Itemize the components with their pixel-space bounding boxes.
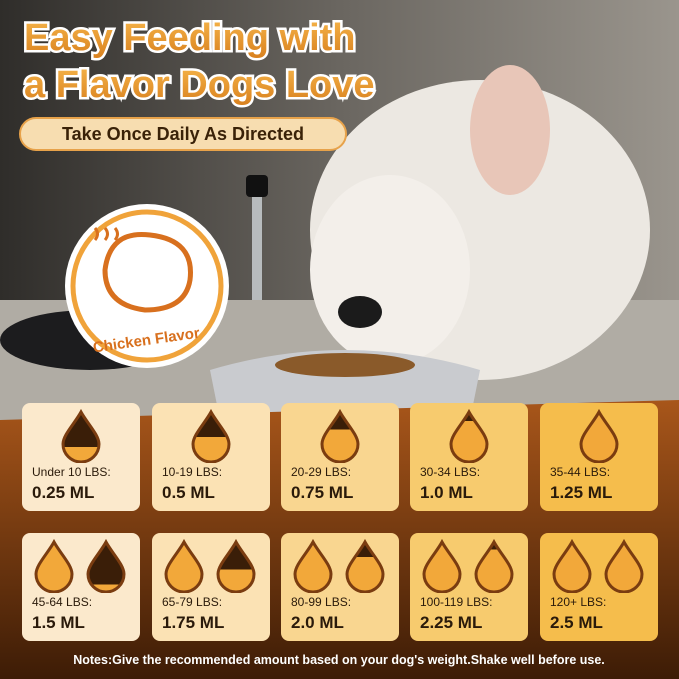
- dose-card: 45-64 LBS: 1.5 ML: [22, 533, 140, 641]
- drop-icon: [34, 539, 74, 593]
- weight-label: 65-79 LBS:: [162, 595, 223, 609]
- drop-icon: [579, 409, 619, 463]
- dose-card: 120+ LBS: 2.5 ML: [540, 533, 658, 641]
- dose-value: 0.25 ML: [32, 483, 95, 502]
- drop-icon: [474, 539, 514, 593]
- dose-card: 10-19 LBS: 0.5 ML: [152, 403, 270, 511]
- weight-label: 120+ LBS:: [550, 595, 607, 609]
- dose-value: 1.0 ML: [420, 483, 473, 502]
- drop-icon: [345, 539, 385, 593]
- dose-card: 80-99 LBS: 2.0 ML: [281, 533, 399, 641]
- weight-label: 10-19 LBS:: [162, 465, 223, 479]
- dose-card: 20-29 LBS: 0.75 ML: [281, 403, 399, 511]
- dose-value: 1.75 ML: [162, 613, 225, 632]
- drop-icon: [320, 409, 360, 463]
- drop-icon: [449, 409, 489, 463]
- weight-label: 35-44 LBS:: [550, 465, 611, 479]
- drop-icon: [293, 539, 333, 593]
- dose-value: 1.5 ML: [32, 613, 85, 632]
- dose-card: 100-119 LBS: 2.25 ML: [410, 533, 528, 641]
- dose-value: 0.75 ML: [291, 483, 354, 502]
- drop-icon: [164, 539, 204, 593]
- dose-value: 2.0 ML: [291, 613, 344, 632]
- weight-label: 20-29 LBS:: [291, 465, 352, 479]
- subtitle: Take Once Daily As Directed: [62, 124, 304, 144]
- drop-icon: [191, 409, 231, 463]
- drop-icon: [216, 539, 256, 593]
- drop-icon: [422, 539, 462, 593]
- weight-label: 80-99 LBS:: [291, 595, 352, 609]
- drop-icon: [604, 539, 644, 593]
- dose-value: 0.5 ML: [162, 483, 215, 502]
- dose-card: Under 10 LBS: 0.25 ML: [22, 403, 140, 511]
- title-line: Easy Feeding with: [24, 17, 356, 59]
- weight-label: 100-119 LBS:: [420, 595, 493, 609]
- dose-value: 2.5 ML: [550, 613, 603, 632]
- notes: Notes:Give the recommended amount based …: [73, 653, 605, 667]
- drop-icon: [86, 539, 126, 593]
- weight-label: Under 10 LBS:: [32, 465, 111, 479]
- dose-card: 30-34 LBS: 1.0 ML: [410, 403, 528, 511]
- drop-icon: [552, 539, 592, 593]
- dose-value: 1.25 ML: [550, 483, 613, 502]
- weight-label: 30-34 LBS:: [420, 465, 481, 479]
- title-line: a Flavor Dogs Love: [24, 64, 375, 106]
- drop-icon: [61, 409, 101, 463]
- dose-card: 65-79 LBS: 1.75 ML: [152, 533, 270, 641]
- dose-value: 2.25 ML: [420, 613, 483, 632]
- dose-card: 35-44 LBS: 1.25 ML: [540, 403, 658, 511]
- weight-label: 45-64 LBS:: [32, 595, 93, 609]
